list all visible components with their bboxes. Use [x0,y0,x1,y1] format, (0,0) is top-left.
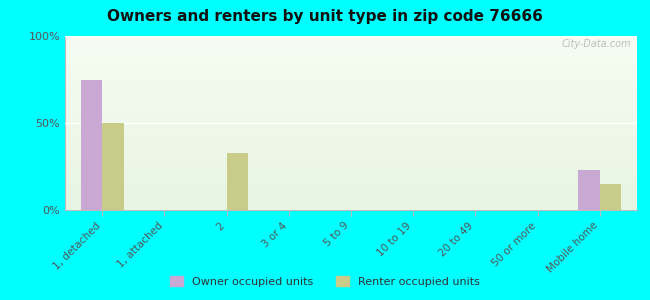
Bar [102,123,124,210]
Bar [600,184,621,210]
Text: City-Data.com: City-Data.com [562,40,631,50]
Bar [578,170,600,210]
Legend: Owner occupied units, Renter occupied units: Owner occupied units, Renter occupied un… [166,272,484,291]
Text: Owners and renters by unit type in zip code 76666: Owners and renters by unit type in zip c… [107,9,543,24]
Bar [227,153,248,210]
Bar [81,80,102,210]
